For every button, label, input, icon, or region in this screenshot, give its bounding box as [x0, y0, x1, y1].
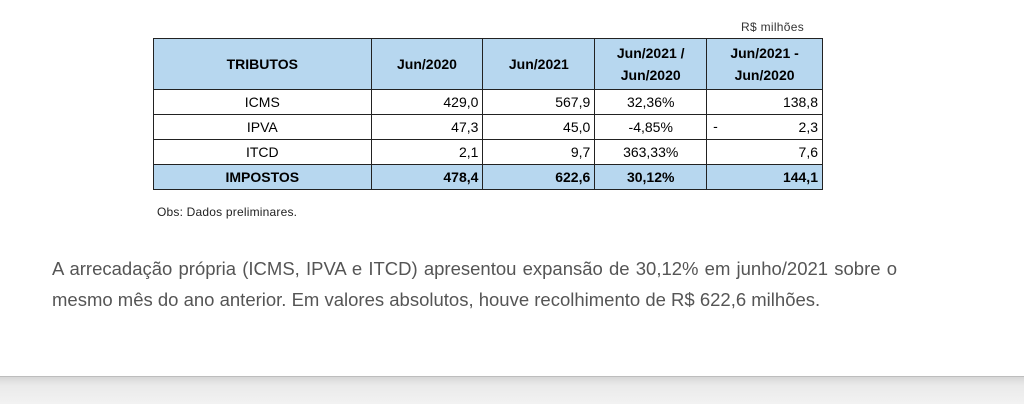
- body-paragraph: A arrecadação própria (ICMS, IPVA e ITCD…: [52, 258, 897, 310]
- row-jun2021: 45,0: [482, 114, 596, 140]
- header-ratio-line2: Jun/2020: [620, 67, 681, 83]
- row-diff-value: 2,3: [798, 119, 818, 135]
- total-diff: 144,1: [706, 164, 823, 190]
- row-diff: 138,8: [706, 89, 823, 115]
- row-jun2021: 9,7: [482, 139, 596, 165]
- table-header-row: TRIBUTOS Jun/2020 Jun/2021 Jun/2021 / Ju…: [153, 38, 823, 90]
- table-total-row: IMPOSTOS 478,4 622,6 30,12% 144,1: [153, 164, 823, 190]
- row-jun2020: 47,3: [370, 114, 484, 140]
- header-ratio-line1: Jun/2021 /: [616, 45, 685, 61]
- row-jun2020: 429,0: [370, 89, 484, 115]
- total-name: IMPOSTOS: [153, 164, 372, 190]
- row-name: ICMS: [153, 89, 372, 115]
- bottom-bar: [0, 376, 1024, 404]
- table-row: ITCD 2,1 9,7 363,33% 7,6: [153, 139, 823, 165]
- table-note: Obs: Dados preliminares.: [157, 205, 298, 219]
- row-diff-sign: -: [713, 118, 718, 134]
- row-diff-value: 7,6: [798, 144, 818, 160]
- total-pct: 30,12%: [594, 164, 708, 190]
- table-row: IPVA 47,3 45,0 -4,85% - 2,3: [153, 114, 823, 140]
- table-row: ICMS 429,0 567,9 32,36% 138,8: [153, 89, 823, 115]
- header-jun2021: Jun/2021: [482, 38, 596, 90]
- row-diff: 7,6: [706, 139, 823, 165]
- row-diff: - 2,3: [706, 114, 823, 140]
- header-jun2020: Jun/2020: [370, 38, 484, 90]
- row-jun2020: 2,1: [370, 139, 484, 165]
- tax-revenue-table: TRIBUTOS Jun/2020 Jun/2021 Jun/2021 / Ju…: [153, 38, 823, 190]
- header-difference-line2: Jun/2020: [734, 67, 795, 83]
- header-difference-line1: Jun/2021 -: [730, 45, 799, 61]
- unit-note: R$ milhões: [741, 20, 805, 34]
- row-jun2021: 567,9: [482, 89, 596, 115]
- header-ratio: Jun/2021 / Jun/2020: [594, 38, 708, 90]
- row-diff-value: 138,8: [782, 94, 818, 110]
- header-difference: Jun/2021 - Jun/2020: [706, 38, 823, 90]
- row-name: ITCD: [153, 139, 372, 165]
- row-pct: -4,85%: [594, 114, 708, 140]
- header-tributos: TRIBUTOS: [153, 38, 372, 90]
- total-jun2021: 622,6: [482, 164, 596, 190]
- row-pct: 363,33%: [594, 139, 708, 165]
- row-name: IPVA: [153, 114, 372, 140]
- row-pct: 32,36%: [594, 89, 708, 115]
- total-jun2020: 478,4: [370, 164, 484, 190]
